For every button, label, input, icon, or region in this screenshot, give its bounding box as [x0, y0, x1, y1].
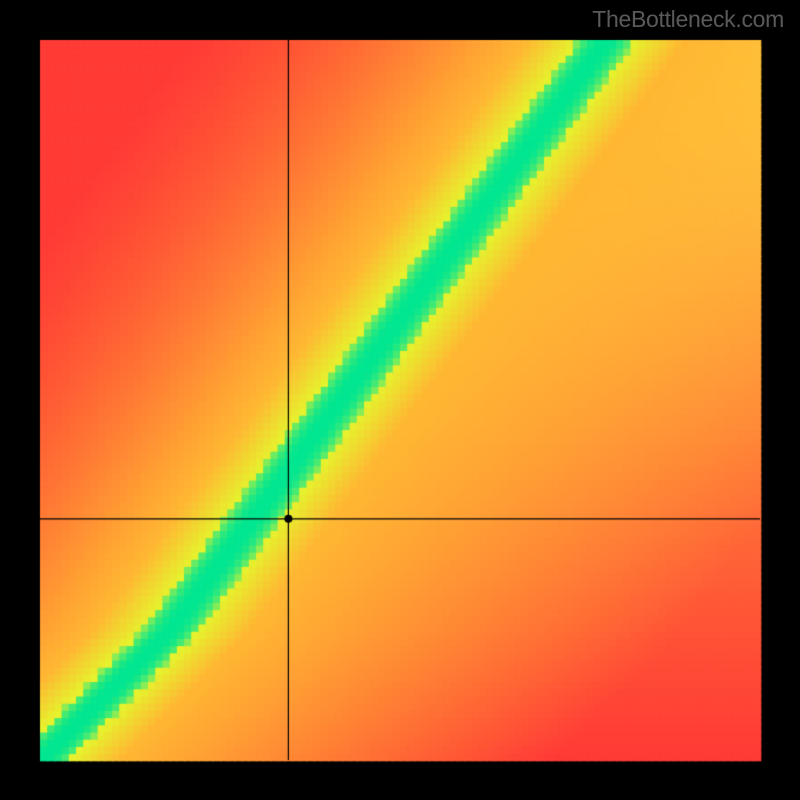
- chart-container: TheBottleneck.com: [0, 0, 800, 800]
- watermark-text: TheBottleneck.com: [592, 6, 784, 33]
- bottleneck-heatmap-canvas: [0, 0, 800, 800]
